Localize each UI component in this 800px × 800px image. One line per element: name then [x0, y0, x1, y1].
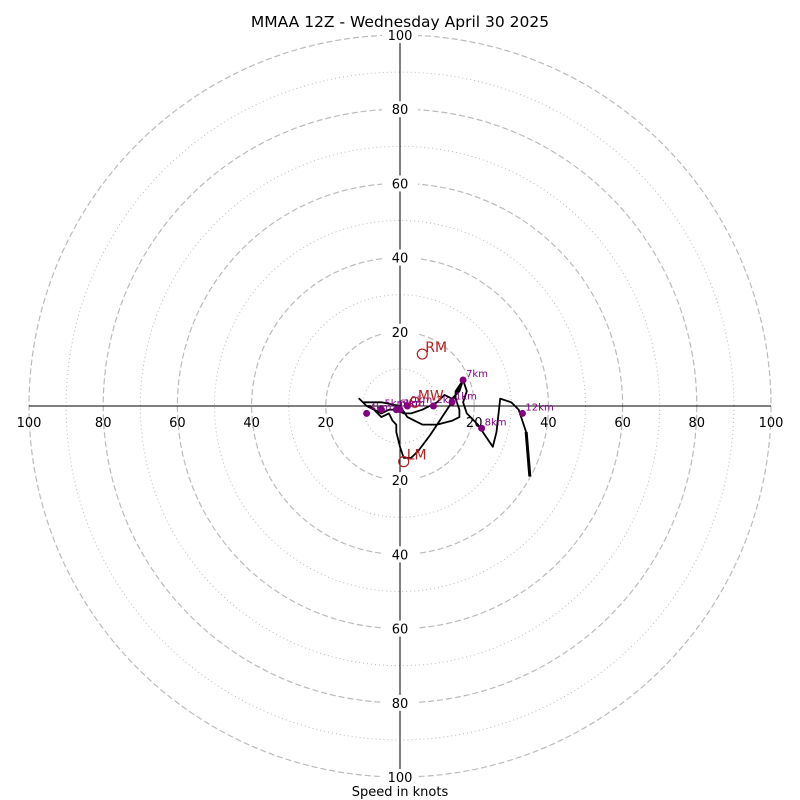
tick-label-background [382, 323, 418, 340]
tick-label: 80 [392, 697, 409, 712]
tick-label: 60 [169, 416, 186, 431]
tick-label-background [382, 27, 418, 43]
storm-motion-label: MW [418, 388, 444, 404]
height-marker-label: 7km [466, 369, 488, 380]
tick-label: 40 [392, 252, 409, 267]
storm-motion-markers: RM MW LM [398, 340, 447, 468]
storm-motion-label: LM [407, 448, 427, 464]
tick-label-background [382, 175, 418, 192]
tick-label: 40 [243, 416, 260, 431]
tick-label: 60 [392, 177, 409, 192]
height-marker [392, 406, 400, 414]
tick-label: 100 [388, 771, 413, 786]
tick-label-background [382, 472, 418, 489]
height-marker-label: 8km [485, 417, 507, 428]
tick-label-background [382, 249, 418, 266]
tick-label-background [382, 620, 418, 637]
height-marker-label: 5km [384, 399, 406, 410]
tick-label: 60 [392, 623, 409, 638]
x-axis-label: Speed in knots [352, 785, 449, 800]
height-marker [518, 409, 526, 417]
tick-label: 80 [689, 416, 706, 431]
height-marker [429, 402, 437, 410]
tick-label: 20 [318, 416, 335, 431]
storm-motion-marker [398, 456, 410, 468]
tick-label: 20 [392, 326, 409, 341]
height-markers: 0km1km2km3km4km5km6km7km8km12km [363, 369, 554, 432]
height-marker-label: 3km [403, 399, 425, 410]
tick-label-background [382, 546, 418, 563]
storm-motion-marker [409, 396, 421, 408]
height-marker [448, 398, 456, 406]
hodograph-upper-segment [524, 431, 532, 477]
height-marker [459, 376, 467, 384]
storm-motion-label: RM [425, 340, 447, 356]
chart-title: MMAA 12Z - Wednesday April 30 2025 [251, 13, 549, 31]
height-marker-label: 0km [410, 395, 432, 406]
height-marker [377, 406, 385, 414]
tick-label: 80 [95, 416, 112, 431]
storm-motion-marker [416, 348, 428, 360]
tick-label: 80 [392, 103, 409, 118]
height-marker [478, 424, 486, 432]
hodograph-trace [358, 379, 532, 477]
tick-label-background [382, 769, 418, 785]
tick-label-background [382, 694, 418, 711]
height-marker [403, 402, 411, 410]
tick-label: 60 [614, 416, 631, 431]
tick-label: 100 [388, 29, 413, 44]
tick-label: 100 [759, 416, 784, 431]
height-marker [363, 409, 371, 417]
height-marker-label: 12km [525, 402, 553, 413]
tick-label: 40 [540, 416, 557, 431]
hodograph-line [358, 379, 531, 477]
height-marker-label: 2km [436, 395, 458, 406]
tick-label: 100 [17, 416, 42, 431]
tick-label-background [382, 101, 418, 118]
height-marker-label: 1km [455, 391, 477, 402]
tick-label: 20 [392, 474, 409, 489]
tick-label: 40 [392, 548, 409, 563]
